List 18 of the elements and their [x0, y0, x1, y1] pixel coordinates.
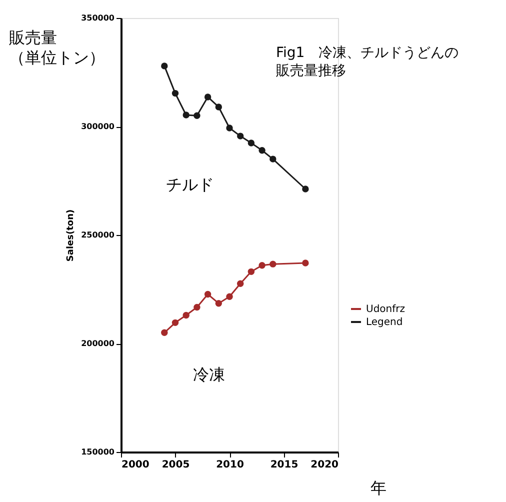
y-tick-label: 150000: [81, 448, 115, 456]
y-tick-label: 250000: [81, 230, 115, 240]
text: Fig1 冷凍、チルドうどんの販売量推移: [276, 45, 459, 79]
x-tick-label: 2020: [310, 460, 339, 470]
x-tick-label: 2010: [216, 460, 244, 470]
text: 販売量（単位トン）: [9, 28, 105, 67]
y-tick-label: 200000: [81, 339, 115, 348]
y-axis-title: Sales(ton): [66, 209, 76, 262]
annotation: 冷凍: [193, 365, 225, 384]
x-tick-label: 2000: [122, 460, 150, 470]
x-tick-label: 2005: [162, 460, 190, 470]
x-tick-label: 2015: [270, 460, 298, 470]
legend-label: Udonfrz: [366, 304, 406, 315]
annotation: チルド: [166, 175, 214, 194]
legend-label: Legend: [366, 317, 403, 328]
x-axis-title: 年: [370, 478, 386, 498]
y-tick-label: 350000: [81, 14, 115, 22]
y-tick-label: 300000: [81, 122, 115, 131]
